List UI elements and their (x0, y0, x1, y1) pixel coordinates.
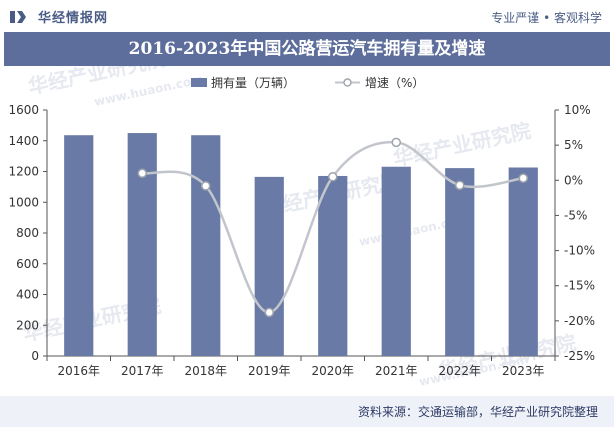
x-tick-label: 2021年 (375, 364, 418, 378)
bar-2021年 (381, 166, 411, 356)
growth-point-2020年 (328, 172, 338, 182)
watermark-group: 华经产业研究院华经产业研究院华经产业研究院华经产业研究院华经产业研究院www.h… (21, 66, 578, 389)
x-tick-label: 2023年 (502, 364, 545, 378)
source-band: 资料来源：交通运输部，华经产业研究院整理 (0, 396, 614, 427)
chart-title: 2016-2023年中国公路营运汽车拥有量及增速 (128, 39, 486, 59)
x-tick-label: 2020年 (311, 364, 354, 378)
bar-2017年 (127, 133, 157, 356)
x-tick-label: 2017年 (121, 364, 164, 378)
brand-name: 华经情报网 (38, 11, 109, 26)
x-tick-label: 2019年 (248, 364, 291, 378)
bar-2020年 (318, 175, 348, 356)
legend-bar-label: 拥有量（万辆） (211, 76, 295, 90)
legend-line-marker (343, 78, 352, 87)
bar-2023年 (508, 167, 538, 356)
x-tick-label: 2022年 (438, 364, 481, 378)
y-left-tick-label: 0 (31, 349, 39, 363)
bar-2016年 (64, 135, 94, 356)
y-left-tick-label: 1600 (8, 103, 39, 117)
bar-2018年 (191, 135, 221, 356)
y-right-tick-label: -15% (564, 279, 595, 293)
y-right-tick-label: -20% (564, 314, 595, 328)
chart-canvas: 华经产业研究院华经产业研究院华经产业研究院华经产业研究院华经产业研究院www.h… (8, 66, 595, 389)
x-tick-label: 2018年 (184, 364, 227, 378)
bar-2022年 (445, 168, 475, 356)
watermark-text: 华经产业研究院 (391, 118, 533, 171)
y-right-tick-label: -5% (564, 208, 587, 222)
y-right-tick-label: -25% (564, 349, 595, 363)
y-left-tick-label: 1200 (8, 165, 39, 179)
legend-line-label: 增速（%） (365, 76, 424, 90)
growth-point-2021年 (391, 137, 401, 148)
legend-bar-swatch (191, 78, 207, 87)
growth-point-2017年 (137, 168, 147, 179)
y-left-tick-label: 1400 (8, 134, 39, 148)
growth-point-2018年 (201, 181, 211, 191)
y-left-tick-label: 800 (16, 226, 39, 240)
y-left-tick-label: 1000 (8, 195, 39, 209)
bar-2019年 (254, 176, 284, 356)
y-right-tick-label: -10% (564, 244, 595, 258)
growth-point-2019年 (264, 307, 274, 318)
top-bar: 华经情报网 专业严谨 • 客观科学 (0, 0, 614, 32)
title-band: 2016-2023年中国公路营运汽车拥有量及增速 (4, 32, 610, 66)
slogan: 专业严谨 • 客观科学 (491, 11, 602, 25)
brand-logo-icon (10, 10, 26, 23)
y-right-tick-label: 5% (564, 138, 583, 152)
brand: 华经情报网 (10, 7, 108, 26)
y-left-tick-label: 600 (16, 257, 39, 271)
growth-point-2023年 (518, 173, 528, 183)
y-left-tick-label: 400 (16, 288, 39, 302)
source-note: 资料来源：交通运输部，华经产业研究院整理 (357, 405, 598, 419)
y-left-tick-label: 200 (16, 318, 39, 332)
x-tick-label: 2016年 (57, 364, 100, 378)
growth-point-2022年 (455, 180, 465, 190)
y-right-tick-label: 0% (564, 173, 583, 187)
y-right-tick-label: 10% (564, 103, 591, 117)
